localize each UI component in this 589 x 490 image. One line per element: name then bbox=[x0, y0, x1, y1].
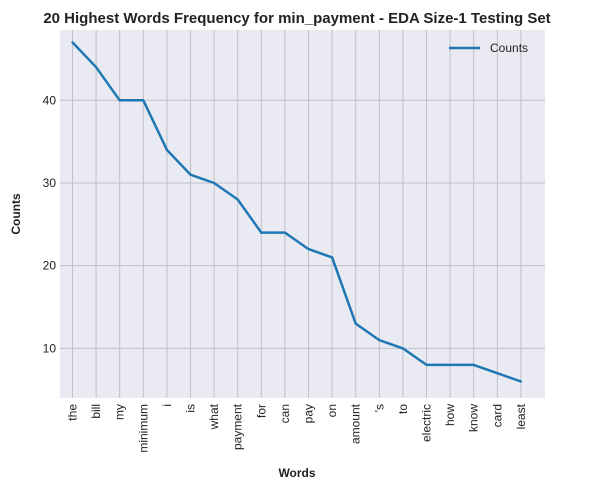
y-tick-label: 20 bbox=[43, 259, 57, 273]
data-point bbox=[425, 364, 427, 366]
x-tick-label: how bbox=[443, 404, 457, 426]
data-point bbox=[449, 364, 451, 366]
data-point bbox=[496, 372, 498, 374]
y-tick-label: 10 bbox=[43, 341, 57, 355]
data-point bbox=[331, 256, 333, 258]
x-tick-label: payment bbox=[231, 403, 245, 450]
data-point bbox=[402, 347, 404, 349]
data-point bbox=[166, 149, 168, 151]
data-point bbox=[237, 198, 239, 200]
x-tick-label: electric bbox=[420, 404, 434, 442]
data-point bbox=[213, 182, 215, 184]
x-axis-label: Words bbox=[278, 466, 315, 480]
chart-title: 20 Highest Words Frequency for min_payme… bbox=[43, 10, 550, 27]
x-tick-label: pay bbox=[302, 404, 316, 423]
plot-area bbox=[60, 30, 545, 398]
data-point bbox=[355, 322, 357, 324]
x-tick-label: can bbox=[278, 404, 292, 423]
x-tick-label: amount bbox=[349, 403, 363, 444]
data-point bbox=[473, 364, 475, 366]
data-point bbox=[260, 231, 262, 233]
x-tick-label: what bbox=[207, 403, 221, 430]
x-tick-label: the bbox=[66, 404, 80, 421]
x-tick-label: on bbox=[325, 404, 339, 417]
data-point bbox=[142, 99, 144, 101]
y-tick-label: 40 bbox=[43, 93, 57, 107]
x-tick-label: for bbox=[254, 404, 268, 418]
data-point bbox=[71, 41, 73, 43]
x-tick-label: i bbox=[160, 404, 174, 407]
y-axis-label: Counts bbox=[9, 193, 23, 235]
x-tick-label: know bbox=[467, 404, 481, 432]
data-point bbox=[189, 174, 191, 176]
data-point bbox=[119, 99, 121, 101]
x-tick-label: to bbox=[396, 404, 410, 414]
legend-label-counts: Counts bbox=[490, 41, 528, 55]
x-tick-label: minimum bbox=[136, 404, 150, 453]
x-tick-label: least bbox=[514, 403, 528, 429]
y-tick-label: 30 bbox=[43, 176, 57, 190]
data-point bbox=[378, 339, 380, 341]
data-point bbox=[307, 248, 309, 250]
x-tick-label: card bbox=[490, 404, 504, 427]
data-point bbox=[284, 231, 286, 233]
x-tick-label: bill bbox=[89, 404, 103, 419]
x-tick-label: 's bbox=[372, 404, 386, 412]
data-point bbox=[95, 66, 97, 68]
data-point bbox=[520, 380, 522, 382]
x-tick-label: my bbox=[113, 404, 127, 420]
x-tick-label: is bbox=[184, 404, 198, 413]
